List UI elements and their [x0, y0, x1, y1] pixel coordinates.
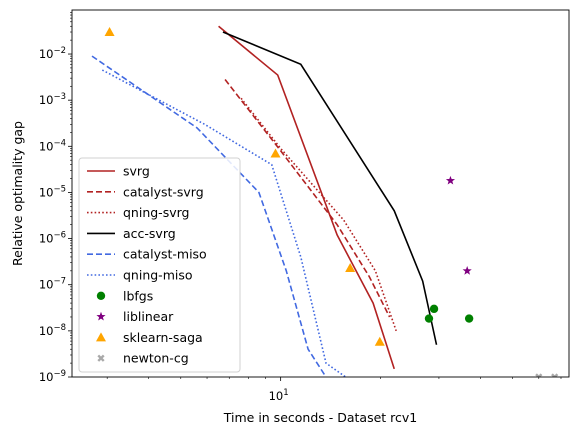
legend-label-acc-svrg: acc-svrg [123, 226, 176, 241]
series-line-catalyst-svrg [224, 79, 391, 318]
axis-ticks: 10−9 10−8 10−7 10−6 10−5 10−4 10−3 10−2 101 [39, 12, 562, 403]
plot-area [91, 25, 559, 377]
y-tick-label: 10−7 [39, 277, 66, 292]
series-line-svrg [218, 25, 396, 370]
y-tick-label: 10−4 [39, 138, 66, 153]
legend-label-newton-cg: newton-cg [123, 351, 189, 366]
legend-label-catalyst-miso: catalyst-miso [123, 247, 207, 262]
data-point-lbfgs [464, 314, 474, 323]
legend-box [78, 157, 241, 373]
y-tick-label: 10−9 [39, 369, 66, 384]
data-point-sklearn-saga [374, 336, 385, 346]
x-axis-label: Time in seconds - Dataset rcv1 [223, 410, 418, 425]
data-point-newton-cg [535, 373, 543, 377]
series-line-qning-miso [101, 69, 347, 377]
y-tick-label: 10−3 [39, 92, 66, 107]
y-tick-label: 10−8 [39, 323, 66, 338]
legend-label-qning-miso: qning-miso [123, 268, 193, 283]
data-point-sklearn-saga [345, 263, 356, 273]
data-point-liblinear [445, 175, 456, 185]
series-line-qning-svrg [240, 97, 397, 332]
plot-frame [71, 9, 570, 378]
legend-swatch-liblinear [96, 311, 106, 321]
data-point-newton-cg [551, 373, 559, 377]
legend-swatch-sklearn-saga [96, 332, 106, 342]
legend-label-lbfgs: lbfgs [123, 288, 153, 303]
legend-label-catalyst-svrg: catalyst-svrg [123, 184, 204, 199]
legend-swatch-lbfgs [96, 291, 106, 300]
legend: svrg catalyst-svrg qning-svrg acc-svrg catal… [78, 157, 241, 373]
legend-label-qning-svrg: qning-svrg [123, 205, 189, 220]
x-tick-label: 101 [269, 388, 289, 403]
data-point-lbfgs [424, 314, 434, 323]
legend-label-sklearn-saga: sklearn-saga [123, 330, 203, 345]
legend-swatch-newton-cg [97, 354, 105, 362]
data-point-sklearn-saga [270, 148, 281, 158]
data-point-sklearn-saga [104, 27, 115, 37]
series-line-acc-svrg [222, 31, 438, 345]
y-tick-label: 10−6 [39, 231, 66, 246]
data-point-lbfgs [429, 304, 439, 314]
data-point-liblinear [462, 266, 472, 275]
legend-label-liblinear: liblinear [123, 309, 174, 324]
y-tick-label: 10−5 [39, 184, 66, 199]
y-axis-label: Relative optimality gap [10, 121, 25, 266]
y-tick-label: 10−2 [39, 46, 66, 61]
legend-label-svrg: svrg [123, 164, 150, 179]
